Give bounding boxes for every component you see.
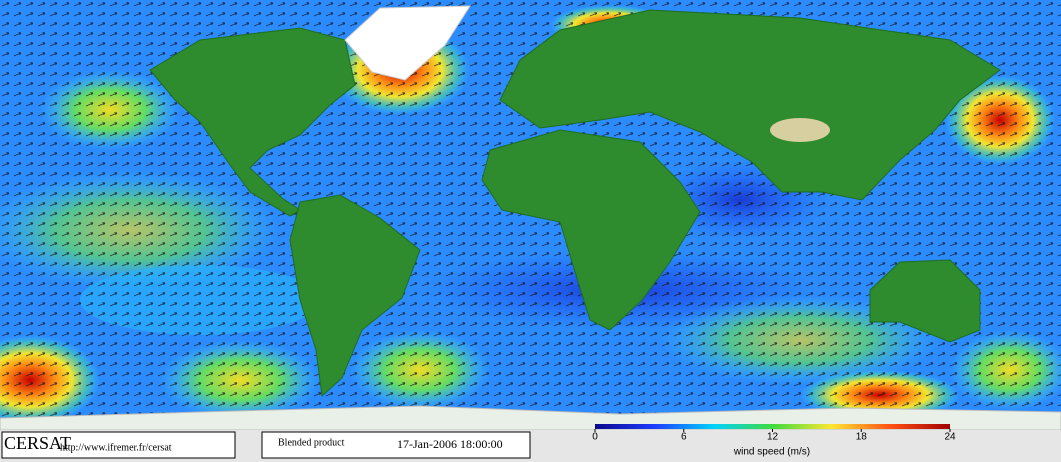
product-box: [261, 431, 531, 459]
south-america: [289, 194, 421, 398]
colorbar-tick-label: 24: [944, 432, 956, 443]
colorbar-tick-label: 12: [767, 432, 779, 443]
colorbar-label: wind speed (m/s): [733, 447, 810, 458]
date: 17-Jan-2006 18:00:00: [397, 437, 503, 451]
colorbar-tick-label: 18: [856, 432, 868, 443]
north-america: [149, 27, 356, 217]
colorbar-tick-label: 0: [592, 432, 598, 443]
eurasia: [499, 9, 1001, 201]
url: http://www.ifremer.fr/cersat: [60, 442, 172, 453]
colorbar-tick-label: 6: [681, 432, 687, 443]
logo: CERSAT: [4, 433, 71, 453]
africa: [481, 129, 701, 331]
australia: [869, 259, 981, 343]
footer: CERSAT http://www.ifremer.fr/cersat Blen…: [0, 424, 1061, 462]
product: Blended product: [278, 437, 345, 448]
credit-box: [1, 431, 236, 459]
plateau: [770, 118, 830, 142]
map: [0, 0, 1061, 431]
greenland: [344, 5, 471, 81]
colorbar: [595, 424, 950, 429]
